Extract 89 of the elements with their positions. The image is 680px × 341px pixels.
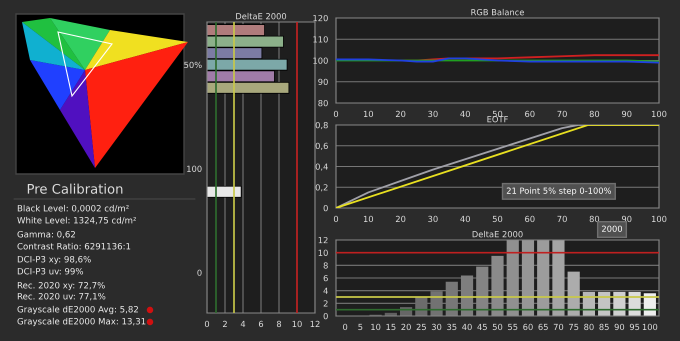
text: Gamma: 0,62 [17, 230, 75, 238]
y-tick-label: 100 [313, 57, 328, 64]
x-tick-label: 40 [462, 324, 472, 330]
y-tick-label: 12 [318, 236, 328, 244]
chart-title: DeltaE 2000 [472, 230, 523, 238]
y-tick-label: 100 [187, 166, 202, 172]
text: DCI-P3 xy: 98,6% [18, 256, 91, 264]
line-series [336, 125, 659, 208]
x-tick-label: 0 [204, 320, 210, 328]
annotation: 21 Point 5% step 0-100% [506, 187, 612, 196]
x-tick-label: 70 [557, 110, 567, 118]
x-tick-label: 8 [276, 320, 282, 328]
bar [537, 240, 550, 316]
x-tick-label: 95 [630, 324, 640, 330]
x-tick-label: 70 [554, 324, 564, 330]
x-tick-label: 20 [396, 216, 406, 222]
x-tick-label: 2 [222, 320, 227, 327]
x-tick-label: 15 [386, 324, 396, 330]
x-tick-label: 40 [460, 216, 470, 222]
x-tick-label: 30 [432, 324, 442, 330]
x-tick-label: 30 [428, 110, 438, 118]
x-tick-label: 10 [292, 320, 302, 328]
x-tick-label: 50 [492, 216, 502, 222]
x-tick-label: 60 [525, 216, 535, 222]
y-tick-label: 120 [313, 14, 328, 22]
y-tick-label: 0,8 [316, 122, 328, 130]
x-tick-label: 60 [525, 110, 535, 118]
x-tick-label: 100 [652, 216, 666, 222]
y-tick-label: 0 [324, 204, 328, 212]
x-tick-label: 55 [508, 324, 518, 330]
text: Rec. 2020 uv: 77,1% [18, 292, 106, 300]
y-tick-label: 4 [323, 288, 328, 294]
y-tick-label: 0,6 [316, 142, 328, 150]
y-tick-label: 80 [318, 100, 328, 106]
y-tick-label: 50% [184, 62, 202, 68]
x-tick-label: 80 [584, 324, 594, 330]
x-tick-label: 80 [590, 216, 600, 222]
x-tick-label: 10 [364, 110, 374, 118]
x-tick-label: 40 [460, 110, 470, 118]
x-tick-label: 10 [364, 216, 374, 222]
x-tick-label: 0 [334, 216, 338, 222]
y-tick-label: 2 [324, 300, 328, 306]
y-tick-label: 0,2 [316, 184, 328, 192]
x-tick-label: 100 [642, 324, 658, 330]
x-tick-label: 20 [396, 110, 406, 118]
x-tick-label: 90 [622, 110, 632, 118]
x-tick-label: 90 [614, 324, 624, 330]
x-tick-label: 85 [599, 324, 609, 330]
y-tick-label: 0,4 [316, 163, 328, 171]
y-tick-label: 90 [318, 78, 328, 86]
text: Contrast Ratio: 6291136:1 [17, 242, 130, 250]
x-tick-label: 50 [492, 324, 502, 330]
chart-title: EOTF [487, 116, 508, 122]
x-tick-label: 25 [416, 324, 426, 330]
x-tick-label: 10 [371, 324, 380, 330]
x-tick-label: 0 [343, 324, 348, 330]
y-tick-label: 0 [197, 270, 202, 276]
x-tick-label: 20 [401, 324, 411, 330]
y-tick-label: 0 [324, 312, 328, 320]
x-tick-label: 4 [240, 320, 246, 327]
x-tick-label: 65 [538, 324, 548, 330]
text: Grayscale dE2000 Max: 13,31 [17, 318, 146, 326]
text: DCI-P3 uv: 99% [18, 268, 84, 274]
chart-title: DeltaE 2000 [236, 12, 286, 20]
x-tick-label: 45 [477, 324, 487, 330]
x-tick-label: 30 [428, 216, 438, 222]
text: Rec. 2020 xy: 72,7% [18, 282, 105, 290]
chart-title: RGB Balance [471, 8, 524, 16]
x-tick-label: 70 [557, 216, 567, 222]
x-tick-label: 80 [590, 110, 600, 118]
text: Black Level: 0,0002 cd/m² [18, 204, 129, 212]
x-tick-label: 35 [447, 324, 456, 330]
x-tick-label: 5 [358, 324, 362, 330]
text: Pre Calibration [28, 184, 122, 194]
bar [568, 272, 580, 316]
x-tick-label: 6 [258, 320, 264, 328]
y-tick-label: 8 [324, 262, 328, 269]
text: White Level: 1324,75 cd/m² [17, 216, 136, 224]
bar [552, 240, 565, 316]
x-tick-label: 50 [492, 110, 502, 118]
x-tick-label: 75 [569, 324, 578, 330]
y-tick-label: 6 [324, 274, 328, 282]
y-tick-label: 110 [313, 36, 328, 43]
x-tick-label: 60 [523, 324, 533, 330]
y-tick-label: 10 [318, 250, 328, 256]
text: Grayscale dE2000 Avg: 5,82 [17, 306, 138, 314]
text: 2000 [602, 226, 622, 232]
x-tick-label: 0 [334, 110, 338, 118]
x-tick-label: 100 [652, 110, 666, 118]
